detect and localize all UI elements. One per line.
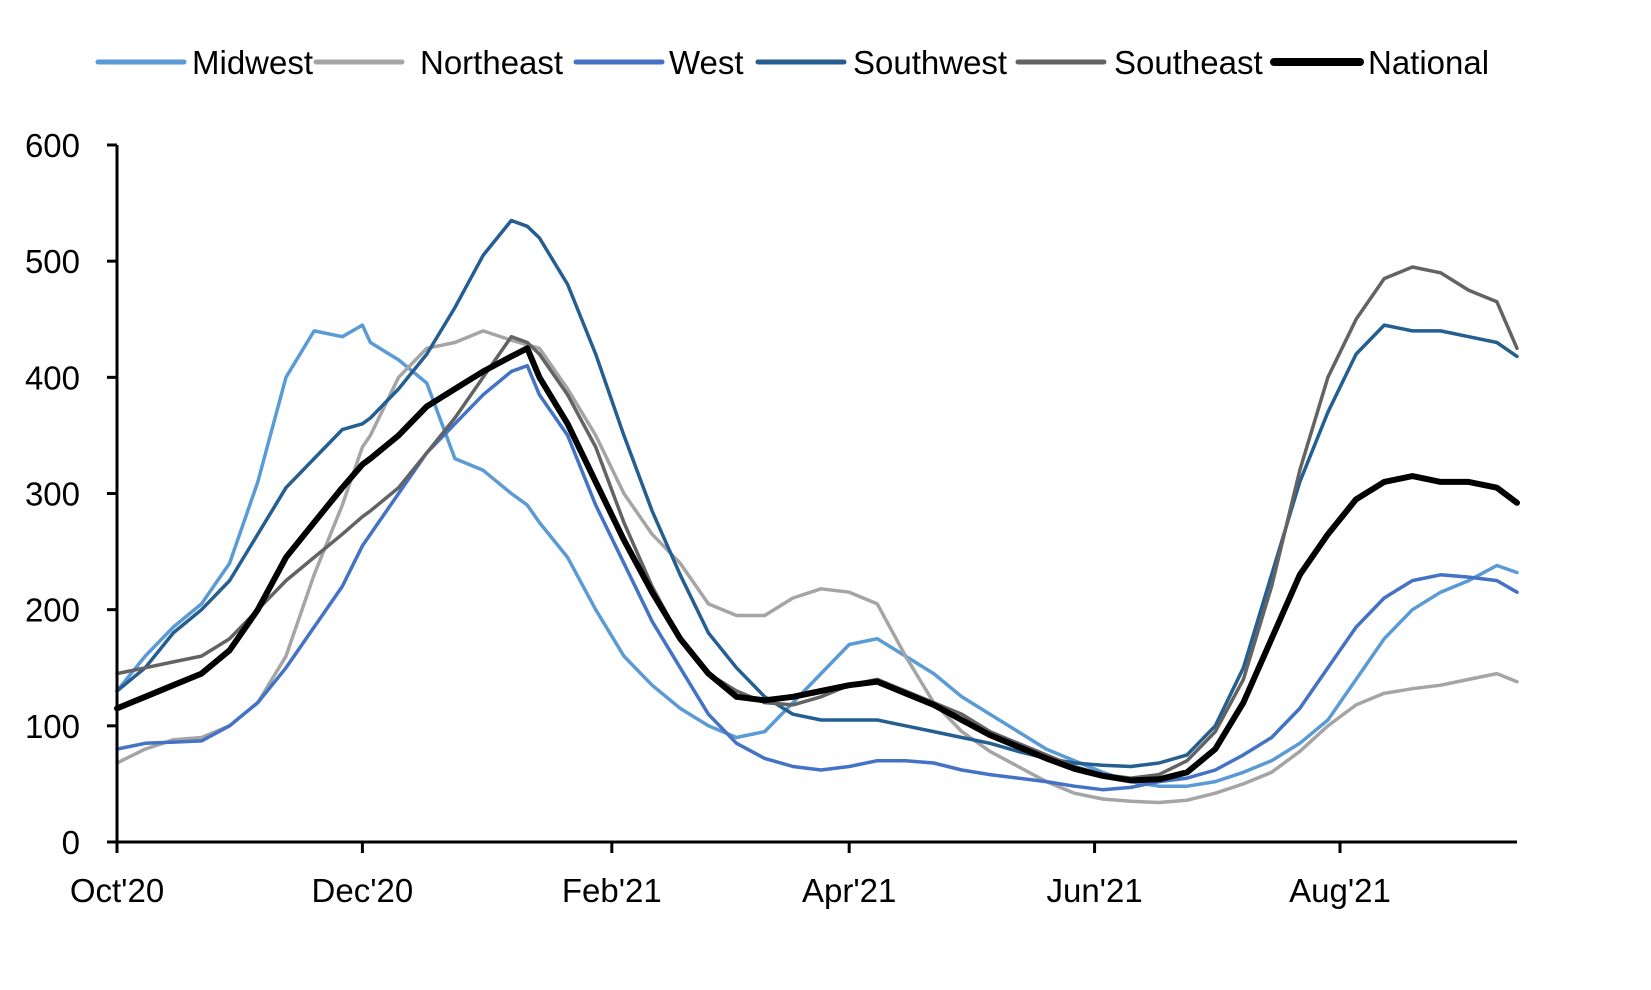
series-line-southeast xyxy=(115,265,1519,780)
legend-item-southeast: Southeast xyxy=(1015,44,1263,81)
series-line-northeast xyxy=(115,329,1519,805)
y-tick-label: 300 xyxy=(25,476,80,513)
legend-item-west: West xyxy=(573,44,744,81)
y-tick-label: 500 xyxy=(25,243,80,280)
y-tick-label: 200 xyxy=(25,592,80,629)
x-tick-label: Apr'21 xyxy=(802,872,896,909)
legend-item-southwest: Southwest xyxy=(755,44,1007,81)
legend-item-northeast: Northeast xyxy=(313,44,563,81)
legend-label: National xyxy=(1368,44,1489,81)
x-tick-label: Aug'21 xyxy=(1289,872,1391,909)
legend-item-national: National xyxy=(1270,44,1489,81)
legend-label: Northeast xyxy=(420,44,563,81)
legend-label: Southwest xyxy=(853,44,1007,81)
x-ticks: Oct'20 Dec'20 Feb'21 Apr'21 Jun'21 Aug'21 xyxy=(70,842,1391,909)
x-tick-label: Feb'21 xyxy=(562,872,662,909)
legend-label: West xyxy=(669,44,744,81)
legend: Midwest Northeast West Southwest Southeast Na… xyxy=(95,44,1489,81)
series-line-midwest xyxy=(115,323,1519,788)
series-layer xyxy=(114,218,1520,805)
series-line-southwest xyxy=(115,218,1519,769)
y-tick-label: 0 xyxy=(62,824,80,861)
y-tick-label: 100 xyxy=(25,708,80,745)
series-line-west xyxy=(115,363,1519,792)
x-tick-label: Oct'20 xyxy=(70,872,164,909)
x-tick-label: Dec'20 xyxy=(312,872,414,909)
y-tick-label: 400 xyxy=(25,359,80,396)
legend-label: Southeast xyxy=(1114,44,1263,81)
y-tick-label: 600 xyxy=(25,127,80,164)
x-tick-label: Jun'21 xyxy=(1046,872,1142,909)
y-ticks: 0 100 200 300 400 500 600 xyxy=(25,127,117,861)
series-line-national xyxy=(114,345,1520,784)
legend-label: Midwest xyxy=(192,44,313,81)
legend-item-midwest: Midwest xyxy=(95,44,313,81)
